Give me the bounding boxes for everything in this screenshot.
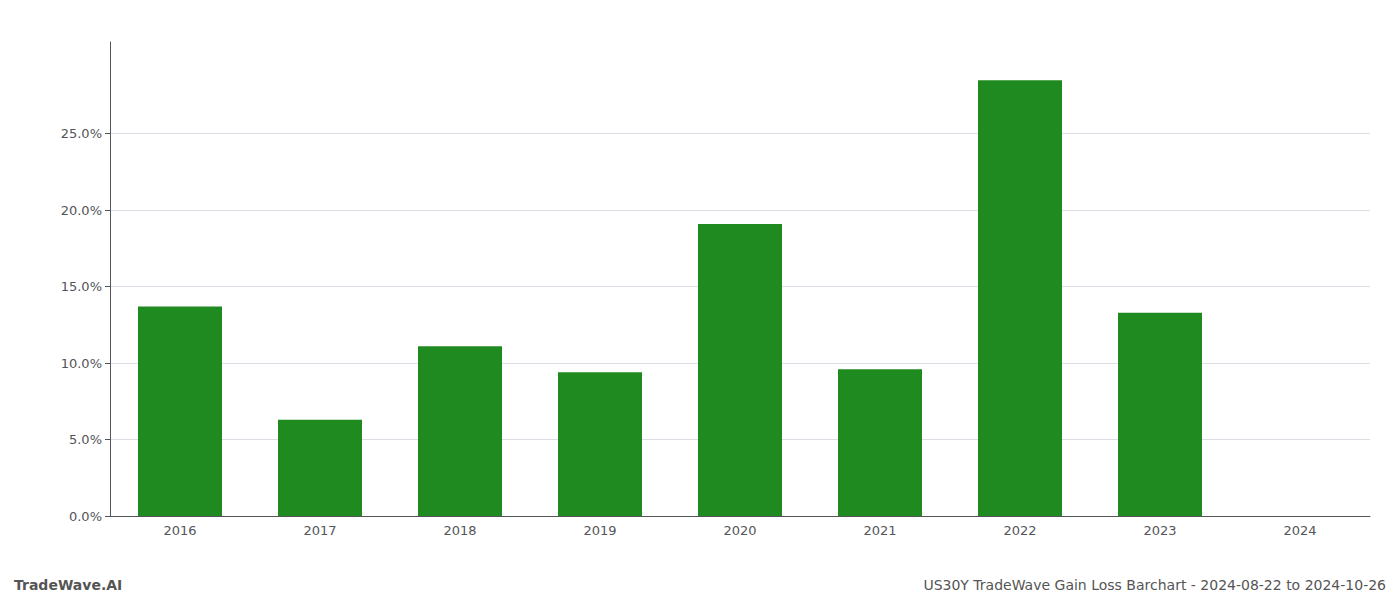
svg-text:2023: 2023 xyxy=(1143,523,1176,538)
svg-text:2019: 2019 xyxy=(583,523,616,538)
svg-text:10.0%: 10.0% xyxy=(61,356,102,371)
svg-text:20.0%: 20.0% xyxy=(61,203,102,218)
svg-text:2017: 2017 xyxy=(303,523,336,538)
svg-text:2020: 2020 xyxy=(723,523,756,538)
svg-text:25.0%: 25.0% xyxy=(61,126,102,141)
svg-text:0.0%: 0.0% xyxy=(69,509,102,524)
svg-text:5.0%: 5.0% xyxy=(69,432,102,447)
svg-text:TradeWave.AI: TradeWave.AI xyxy=(14,577,122,593)
svg-text:2016: 2016 xyxy=(163,523,196,538)
svg-text:2024: 2024 xyxy=(1283,523,1316,538)
svg-text:2018: 2018 xyxy=(443,523,476,538)
svg-text:15.0%: 15.0% xyxy=(61,279,102,294)
svg-text:US30Y TradeWave Gain Loss Barc: US30Y TradeWave Gain Loss Barchart - 202… xyxy=(923,577,1386,593)
svg-text:2022: 2022 xyxy=(1003,523,1036,538)
svg-text:2021: 2021 xyxy=(863,523,896,538)
